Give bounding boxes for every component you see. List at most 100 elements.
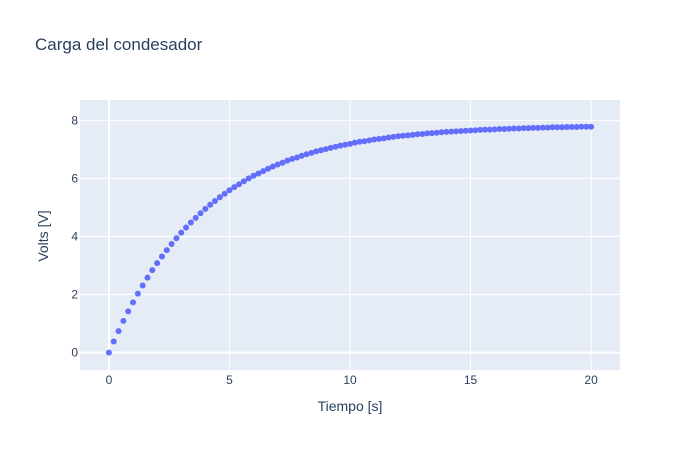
data-point <box>520 125 527 132</box>
data-point <box>163 247 170 254</box>
data-point <box>530 124 537 131</box>
data-point <box>130 299 137 306</box>
data-point <box>506 125 513 132</box>
data-point <box>260 168 267 175</box>
data-point <box>284 157 291 164</box>
data-point <box>265 165 272 172</box>
data-point <box>361 138 368 145</box>
data-point <box>414 131 421 138</box>
data-point <box>289 155 296 162</box>
y-tick-label: 2 <box>71 288 78 302</box>
data-point <box>390 133 397 140</box>
data-point <box>453 128 460 135</box>
data-point <box>501 126 508 133</box>
y-gridlines <box>80 119 620 354</box>
data-point <box>583 123 590 130</box>
data-point <box>515 125 522 132</box>
y-tick-label: 0 <box>71 346 78 360</box>
data-point <box>178 229 185 236</box>
data-point <box>216 194 223 201</box>
data-point <box>419 130 426 137</box>
data-point <box>202 205 209 212</box>
chart-title: Carga del condesador <box>35 35 203 54</box>
data-point <box>568 124 575 130</box>
data-point <box>428 130 435 137</box>
data-point <box>482 126 488 133</box>
data-point <box>457 128 464 135</box>
x-axis-title: Tiempo [s] <box>318 398 383 414</box>
data-point <box>342 141 349 148</box>
data-points <box>105 123 595 356</box>
data-point <box>318 147 325 154</box>
y-tick-labels: 0 2 4 6 8 <box>71 113 78 359</box>
data-point <box>110 338 117 345</box>
data-point <box>192 214 199 221</box>
data-point <box>303 151 310 158</box>
data-point <box>578 123 585 130</box>
data-point <box>226 187 233 194</box>
data-point <box>207 201 214 208</box>
data-point <box>462 127 469 134</box>
data-point <box>240 178 247 185</box>
y-tick-label: 8 <box>71 113 78 127</box>
y-tick-label: 4 <box>71 229 78 243</box>
data-point <box>212 198 218 205</box>
data-point <box>308 149 315 156</box>
data-point <box>366 137 373 144</box>
data-point <box>298 152 305 159</box>
data-point <box>293 154 300 161</box>
data-point <box>154 260 161 267</box>
data-point <box>400 132 407 139</box>
data-point <box>125 308 132 315</box>
data-point <box>105 349 112 356</box>
data-point <box>496 126 503 133</box>
data-point <box>322 146 329 153</box>
data-point <box>424 130 431 137</box>
y-tick-label: 6 <box>71 171 78 185</box>
data-point <box>539 124 546 131</box>
y-axis-title: Volts [V] <box>35 210 51 261</box>
data-point <box>274 161 281 168</box>
data-point <box>337 142 344 149</box>
x-tick-label: 5 <box>226 373 233 387</box>
data-point <box>115 328 122 335</box>
data-point <box>438 129 445 136</box>
data-point <box>134 290 141 297</box>
data-point <box>255 170 262 177</box>
data-point <box>231 184 238 191</box>
data-point <box>404 132 411 139</box>
x-tick-label: 15 <box>464 373 478 387</box>
data-point <box>236 181 243 188</box>
data-point <box>375 135 382 142</box>
data-point <box>467 127 474 134</box>
data-point <box>588 123 595 130</box>
data-point <box>250 172 257 179</box>
data-point <box>385 134 392 141</box>
data-point <box>356 138 363 145</box>
x-tick-labels: 0 5 10 15 20 <box>106 373 598 387</box>
data-point <box>269 163 276 170</box>
data-point <box>443 128 450 135</box>
data-point <box>371 136 378 143</box>
data-point <box>559 124 566 131</box>
data-point <box>183 224 190 231</box>
data-point <box>187 219 194 226</box>
data-point <box>409 131 416 138</box>
data-point <box>144 274 151 281</box>
data-point <box>535 124 542 131</box>
data-point <box>563 124 570 130</box>
data-point <box>554 124 561 131</box>
data-point <box>158 253 165 260</box>
data-point <box>347 140 353 147</box>
data-point <box>313 148 320 155</box>
x-tick-label: 20 <box>584 373 598 387</box>
data-point <box>549 124 556 131</box>
data-point <box>395 133 402 140</box>
data-point <box>168 241 175 247</box>
data-point <box>327 144 334 151</box>
data-point <box>245 175 252 182</box>
data-point <box>173 235 180 242</box>
data-point <box>491 126 498 133</box>
